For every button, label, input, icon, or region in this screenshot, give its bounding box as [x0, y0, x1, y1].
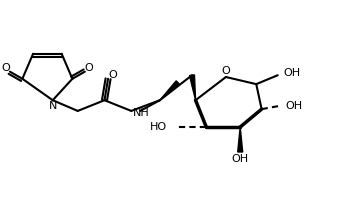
- Text: O: O: [1, 63, 10, 73]
- Text: O: O: [108, 70, 117, 80]
- Text: OH: OH: [286, 101, 303, 111]
- Polygon shape: [238, 127, 243, 152]
- Text: OH: OH: [232, 154, 249, 164]
- Text: HO: HO: [150, 122, 167, 132]
- Text: N: N: [49, 101, 57, 111]
- Polygon shape: [189, 75, 196, 100]
- Polygon shape: [160, 81, 179, 100]
- Text: NH: NH: [133, 108, 150, 118]
- Text: O: O: [221, 65, 230, 75]
- Text: OH: OH: [283, 68, 300, 78]
- Text: O: O: [85, 63, 94, 73]
